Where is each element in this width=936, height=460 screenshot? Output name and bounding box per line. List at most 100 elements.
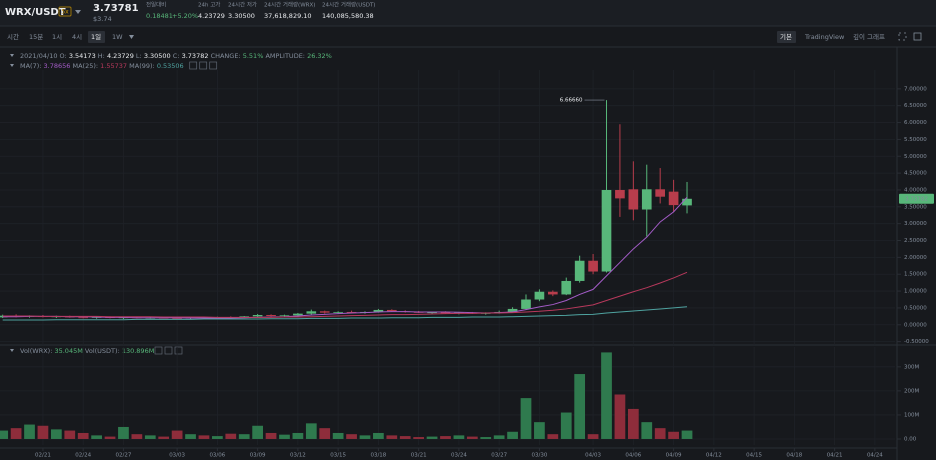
volume-bar (131, 434, 143, 439)
collapse-icon[interactable] (10, 349, 14, 352)
candle-body (668, 191, 679, 206)
collapse-icon[interactable] (10, 64, 14, 67)
interval-tab[interactable]: 시간 (7, 32, 19, 41)
volume-bar (466, 436, 478, 439)
y-tick-label: 1.50000 (904, 272, 927, 278)
volume-bar (547, 434, 559, 439)
settings-icon[interactable] (199, 61, 208, 70)
volume-bar (346, 434, 357, 439)
y-tick-label: 3.50000 (904, 204, 927, 210)
volume-bar (426, 436, 438, 439)
volume-bar (507, 431, 518, 439)
volume-bar (292, 432, 304, 439)
x-tick-label: 04/21 (827, 453, 843, 459)
volume-bar (440, 436, 451, 439)
y-tick-label: 5.50000 (904, 137, 927, 143)
more-intervals[interactable] (129, 35, 134, 39)
candle-body (534, 291, 545, 300)
volume-bar (104, 436, 116, 439)
volume-bar (212, 436, 223, 439)
labels-layer: 7.00000 6.50000 6.00000 5.50000 5.00000 4.500… (35, 86, 934, 459)
x-tick-label: 03/03 (169, 453, 185, 459)
candle-body (346, 311, 357, 313)
layout-icon[interactable] (913, 32, 922, 41)
volume-bar (0, 430, 9, 439)
candle-body (574, 260, 585, 281)
volume-bar (171, 430, 183, 439)
candle-body (521, 299, 531, 309)
volume-bar (24, 424, 35, 439)
pair[interactable]: WRX/USDT (5, 7, 66, 18)
volume-bar (185, 434, 196, 439)
x-tick-label: 03/21 (411, 453, 427, 459)
stat-value: +5.20% (172, 12, 198, 20)
volume-bar (641, 422, 653, 439)
interval-tab[interactable]: 4시 (72, 33, 82, 41)
volume-bar (198, 435, 210, 439)
candle-body (548, 291, 558, 295)
volume-bar (238, 434, 250, 439)
y-tick-label: 6.50000 (904, 103, 927, 109)
x-tick-label: 04/15 (746, 453, 762, 459)
volume-bar (627, 408, 639, 439)
candle-body (561, 280, 572, 295)
interval-tab-active[interactable]: 1일 (91, 32, 101, 41)
stat-value: 0.18481 (146, 12, 173, 20)
x-tick-label: 04/24 (867, 453, 883, 459)
y-tick-label: 1.00000 (904, 289, 927, 295)
price-badge-label: 3.73782 (905, 196, 928, 202)
stat-value: 4.23729 (198, 12, 225, 20)
x-tick-label: 02/27 (116, 453, 132, 459)
interval-tab[interactable]: 15분 (29, 33, 43, 41)
ma-line (2, 196, 688, 319)
x-tick-label: 04/06 (625, 453, 641, 459)
interval-tab[interactable]: 1W (112, 33, 123, 41)
max-label: 6.66660 (560, 98, 583, 104)
volume-bar (413, 437, 425, 439)
ma-line (2, 271, 688, 318)
stat-label: 24시간 거래량(WRX) (264, 1, 315, 9)
settings-icon[interactable] (164, 346, 173, 355)
ma-legend: MA(7): 3.78656 MA(25): 1.55737 MA(99): 0… (20, 62, 184, 70)
volume-bar (654, 428, 666, 439)
volume-bar (373, 432, 384, 439)
volume-bar (118, 426, 129, 439)
stat-label: 24시간 저가 (228, 1, 257, 9)
volume-bar (534, 422, 545, 439)
x-tick-label: 02/21 (35, 453, 51, 459)
visibility-icon[interactable] (154, 346, 163, 355)
candle-body (266, 315, 276, 317)
collapse-icon[interactable] (10, 54, 14, 57)
volume-bar (50, 429, 62, 439)
stat-label: 전일대비 (146, 1, 166, 9)
x-tick-label: 03/09 (250, 453, 266, 459)
dropdown-icon[interactable] (75, 10, 81, 14)
volume-bar (91, 435, 102, 439)
view-tab-active[interactable]: 기본 (780, 32, 792, 41)
volume-bar (359, 435, 371, 439)
x-tick-label: 04/18 (786, 453, 802, 459)
view-tab[interactable]: 깊이 그래프 (853, 32, 885, 41)
view-tab[interactable]: TradingView (804, 33, 845, 41)
x-tick-label: 03/06 (209, 453, 225, 459)
candle-body (427, 312, 437, 314)
close-icon[interactable] (174, 346, 183, 355)
x-tick-label: 04/09 (666, 453, 682, 459)
stat-value: 140,085,580.38 (322, 12, 374, 20)
y-tick-label: 100M (904, 412, 919, 418)
volume-legend: Vol(WRX): 35.045M Vol(USDT): 130.896M (20, 347, 154, 355)
visibility-icon[interactable] (189, 61, 198, 70)
x-tick-label: 03/18 (370, 453, 386, 459)
volume-bar (158, 436, 170, 439)
candle-body (628, 189, 639, 210)
volume-bar (279, 434, 290, 439)
close-icon[interactable] (209, 61, 218, 70)
y-tick-label: 200M (904, 388, 919, 394)
candle-body (655, 189, 666, 197)
fullscreen-icon[interactable] (898, 32, 907, 41)
volume-bar (399, 436, 411, 439)
x-tick-label: 03/30 (531, 453, 547, 459)
interval-tab[interactable]: 1시 (52, 33, 62, 41)
